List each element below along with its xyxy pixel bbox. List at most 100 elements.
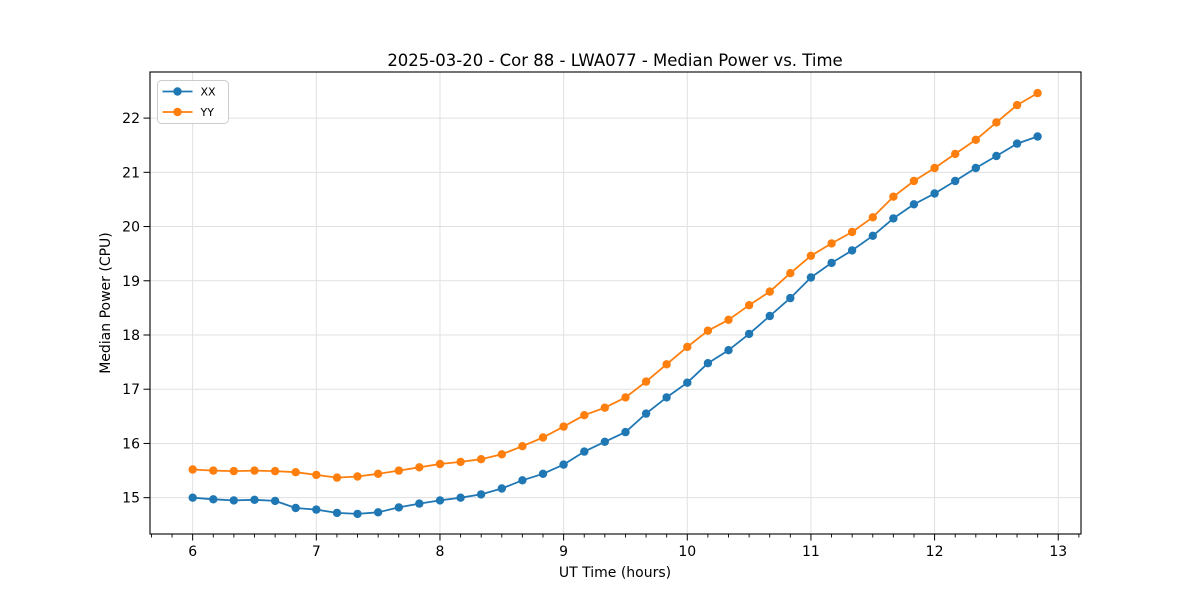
y-tick-label: 19 [122,274,140,290]
data-point-YY [209,466,218,475]
data-point-YY [270,466,280,476]
data-point-YY [497,450,506,459]
data-point-YY [847,227,857,237]
data-point-XX [497,484,506,493]
data-point-XX [559,460,568,469]
data-point-YY [538,433,548,442]
chart-title: 2025-03-20 - Cor 88 - LWA077 - Median Po… [387,51,842,70]
data-point-XX [744,329,754,339]
data-point-XX [373,508,383,517]
series-line-XX [191,135,1039,515]
data-point-XX [806,273,816,282]
data-point-YY [744,301,754,310]
data-point-XX [909,200,919,209]
data-point-YY [703,326,713,335]
data-point-YY [456,457,465,467]
data-point-YY [353,472,362,481]
data-point-XX [621,427,630,437]
data-point-YY [765,287,774,296]
data-point-XX [847,246,857,255]
data-point-XX [476,490,486,499]
x-tick-label: 12 [926,544,944,560]
legend-label-YY: YY [200,106,215,119]
data-point-XX [827,258,836,268]
y-tick-label: 15 [122,491,140,507]
data-point-XX [229,496,238,505]
data-point-YY [868,213,877,222]
data-point-XX [291,503,300,513]
data-point-YY [415,463,424,472]
y-tick-label: 18 [122,328,140,344]
data-point-XX [415,499,424,508]
data-point-XX [724,346,733,355]
series-line-YY [191,92,1039,479]
data-point-XX [270,496,280,506]
data-point-XX [868,231,877,240]
data-point-YY [889,192,898,201]
data-point-YY [930,163,939,173]
data-point-YY [559,422,568,431]
axis-ticks: 6 7 8 9 10 11 12 13 15 16 17 18 19 20 21 22 [122,111,1080,560]
data-point-YY [683,342,692,352]
data-point-YY [909,176,919,186]
data-point-YY [1033,88,1042,98]
data-point-YY [992,118,1001,127]
legend-label-XX: XX [201,86,217,99]
data-point-YY [312,470,321,480]
data-point-YY [600,403,609,412]
data-point-XX [394,503,403,512]
data-point-XX [456,493,465,502]
data-point-XX [580,447,589,456]
data-point-XX [600,437,609,446]
x-tick-label: 13 [1049,544,1067,560]
data-point-XX [662,393,671,402]
data-point-XX [930,189,939,198]
data-point-XX [765,311,774,321]
data-point-XX [641,409,651,418]
data-point-YY [188,465,197,474]
legend: XX YY [157,80,229,124]
chart-layers: 6 7 8 9 10 11 12 13 15 16 17 18 19 20 21 22 XX YY [122,71,1082,560]
data-point-XX [971,163,980,173]
x-tick-label: 8 [436,544,445,560]
y-tick-label: 17 [122,382,140,398]
data-point-XX [250,495,259,504]
series-YY [188,88,1042,482]
data-point-YY [435,459,445,469]
y-tick-label: 20 [122,220,140,236]
x-tick-label: 10 [678,544,696,560]
data-point-XX [703,359,713,368]
data-point-YY [580,411,589,420]
series-XX [188,132,1042,519]
data-point-YY [1012,100,1022,110]
data-point-XX [683,378,692,387]
data-point-XX [889,214,898,223]
x-tick-label: 9 [559,544,568,560]
data-point-YY [641,377,651,386]
data-point-YY [806,251,816,260]
data-point-XX [332,508,342,518]
y-tick-label: 21 [122,165,140,181]
data-point-YY [827,239,836,248]
x-tick-label: 7 [312,544,321,560]
y-axis-label: Median Power (CPU) [98,232,114,374]
data-point-XX [209,495,218,504]
grid-lines [150,72,1081,534]
data-point-YY [229,466,238,476]
data-point-XX [951,176,960,186]
data-point-YY [394,466,403,475]
data-point-XX [353,509,362,519]
y-tick-label: 16 [122,436,140,452]
data-point-YY [971,135,980,144]
x-tick-label: 11 [802,544,820,560]
data-point-YY [662,360,671,369]
data-point-YY [518,442,527,451]
data-point-YY [951,149,960,159]
data-point-XX [518,476,527,485]
data-point-XX [992,151,1001,161]
data-point-XX [1033,132,1042,141]
data-point-XX [188,493,197,502]
data-point-YY [621,393,630,402]
